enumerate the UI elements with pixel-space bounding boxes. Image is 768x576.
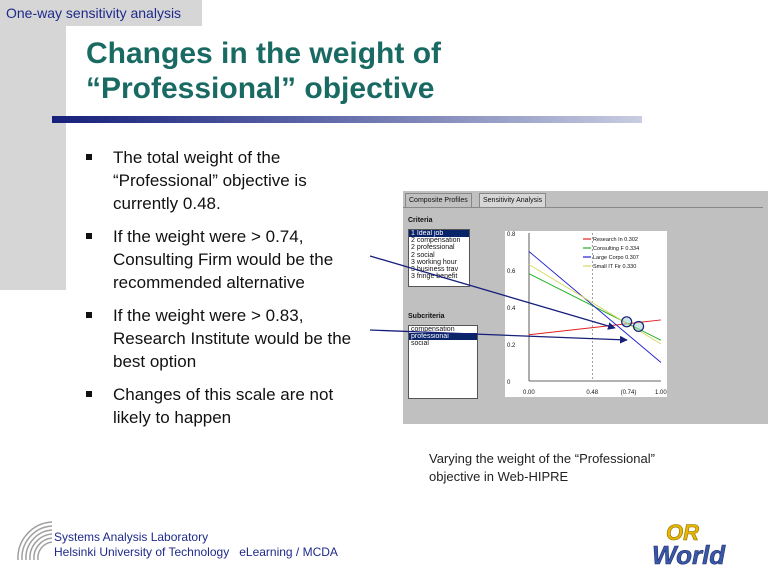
legend-entry: Large Corpo 0.307: [593, 255, 639, 261]
footer-university-name: Helsinki University of Technology: [54, 545, 230, 559]
criteria-item[interactable]: 3 business trav: [411, 266, 459, 274]
bullet-line: best option: [113, 352, 197, 371]
y-tick-label: 0.4: [507, 306, 516, 312]
background-grey-block: [0, 0, 66, 290]
subcriteria-listbox[interactable]: compensation professional social: [408, 325, 478, 399]
bullet-line: currently 0.48.: [113, 194, 221, 213]
tab-divider: [403, 207, 763, 208]
title-underline: [52, 116, 642, 123]
footer-line-2: Helsinki University of Technology eLearn…: [54, 545, 338, 560]
logo-or-text: OR: [666, 520, 699, 545]
y-tick-label: 0.8: [507, 232, 516, 238]
series-line: [528, 251, 662, 363]
legend-entry: Small IT Fir 0.330: [593, 264, 636, 270]
bullet-list: The total weight of the “Professional” o…: [84, 146, 394, 439]
criteria-item[interactable]: 2 social: [411, 251, 435, 259]
caption-line-1: Varying the weight of the “Professional”: [429, 451, 655, 466]
bullet-line: If the weight were > 0.74,: [113, 227, 304, 246]
bullet-square-icon: [86, 312, 92, 318]
bullet-item: If the weight were > 0.83, Research Inst…: [84, 304, 394, 373]
crossover-marker: [621, 316, 633, 328]
arrow-to-consulting-crossover: [369, 255, 616, 330]
slide-title-line-1: Changes in the weight of: [86, 37, 442, 70]
bullet-line: The total weight of the: [113, 148, 281, 167]
bullet-line: recommended alternative: [113, 273, 305, 292]
caption-line-2: objective in Web-HIPRE: [429, 469, 569, 484]
y-tick-label: 0: [507, 380, 511, 386]
bullet-square-icon: [86, 391, 92, 397]
y-tick-label: 0.6: [507, 269, 516, 275]
logo-world-text: World: [652, 540, 726, 570]
or-world-logo: OR World: [652, 520, 727, 570]
bullet-square-icon: [86, 154, 92, 160]
x-tick-label: 1.00: [655, 390, 667, 396]
arrow-to-research-crossover: [369, 329, 628, 344]
crossover-marker: [632, 320, 645, 333]
subcriteria-label: Subcriteria: [408, 313, 445, 320]
slide-title-line-2: “Professional” objective: [86, 72, 435, 105]
footer: Systems Analysis Laboratory Helsinki Uni…: [54, 530, 338, 560]
bullet-line: Changes of this scale are not: [113, 385, 334, 404]
legend-entry: Research In 0.302: [593, 237, 638, 243]
x-tick-label: 0.48: [586, 390, 598, 396]
bullet-square-icon: [86, 233, 92, 239]
figure-caption: Varying the weight of the “Professional”…: [429, 450, 729, 486]
bullet-line: Consulting Firm would be the: [113, 250, 334, 269]
x-tick-label: 0.00: [523, 390, 535, 396]
footer-lab-name: Systems Analysis Laboratory: [54, 530, 209, 544]
bullet-item: The total weight of the “Professional” o…: [84, 146, 394, 215]
bullet-item: Changes of this scale are not likely to …: [84, 383, 394, 429]
slide-title: Changes in the weight of “Professional” …: [86, 36, 706, 106]
university-logo-icon: [17, 521, 53, 561]
tab-sensitivity-analysis[interactable]: Sensitivity Analysis: [479, 193, 547, 208]
section-label: One-way sensitivity analysis: [6, 5, 182, 21]
sensitivity-chart: 0.8 0.6 0.4 0.2 0 0.00 0.48 (0.74) 1.00 Research …: [505, 231, 667, 397]
section-label-strip: [0, 0, 202, 26]
criteria-item[interactable]: 3 fringe benefit: [411, 273, 458, 281]
criteria-listbox[interactable]: 1 Ideal job 2 compensation 2 professiona…: [408, 229, 470, 287]
y-tick-label: 0.2: [507, 343, 516, 349]
criteria-item[interactable]: 1 Ideal job: [409, 230, 469, 238]
bullet-line: If the weight were > 0.83,: [113, 306, 304, 325]
footer-course-name: eLearning / MCDA: [239, 545, 338, 559]
criteria-item[interactable]: 3 working hour: [411, 258, 457, 266]
subcriteria-item[interactable]: social: [411, 340, 429, 348]
criteria-label: Criteria: [408, 217, 433, 224]
bullet-line: likely to happen: [113, 408, 232, 427]
criteria-item[interactable]: 2 compensation: [411, 237, 461, 245]
bullet-item: If the weight were > 0.74, Consulting Fi…: [84, 225, 394, 294]
criteria-item[interactable]: 2 professional: [411, 244, 455, 252]
bullet-line: “Professional” objective is: [113, 171, 307, 190]
legend-entry: Consulting F 0.334: [593, 246, 639, 252]
web-hipre-screenshot: Composite Profiles Sensitivity Analysis …: [403, 191, 768, 424]
bullet-line: Research Institute would be the: [113, 329, 352, 348]
subcriteria-item[interactable]: compensation: [411, 326, 455, 333]
subcriteria-item[interactable]: professional: [409, 333, 477, 341]
x-tick-label: (0.74): [621, 390, 637, 396]
